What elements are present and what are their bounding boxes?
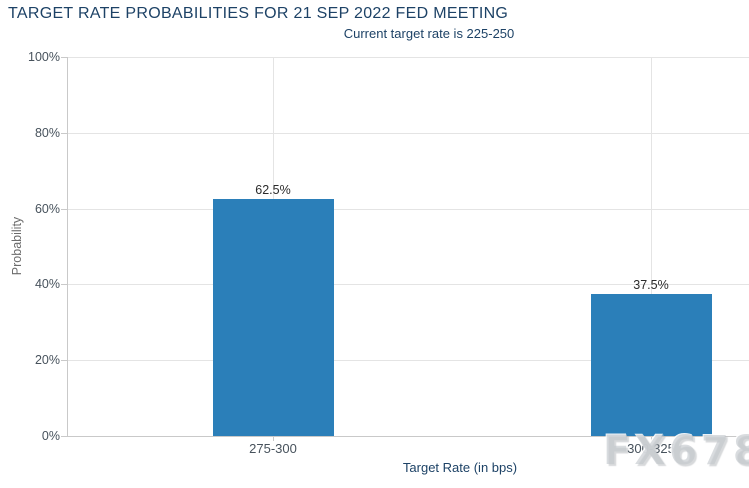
gridline-horizontal [67,57,749,58]
fx678-watermark: FX678 [603,428,749,474]
gridline-horizontal [67,208,749,210]
y-tick-label: 80% [34,125,60,140]
gridline-vertical [651,57,652,436]
y-tick-mark [61,57,67,58]
y-axis-line [67,57,68,437]
probability-bar[interactable] [212,199,334,436]
x-axis-baseline [67,436,749,437]
chart-subtitle: Current target rate is 225-250 [343,26,515,41]
y-tick-mark [61,284,67,286]
gridline-horizontal [67,132,749,134]
chart-title: TARGET RATE PROBABILITIES FOR 21 SEP 202… [8,5,509,22]
y-tick-mark [61,132,67,134]
y-tick-label: 0% [41,429,60,443]
y-tick-label: 20% [34,353,60,368]
y-tick-label: 40% [34,277,60,292]
x-tick-mark [273,436,274,441]
y-tick-label: 60% [34,201,60,216]
probability-bar[interactable] [590,293,712,436]
x-axis-title: Target Rate (in bps) [402,460,518,475]
gridline-horizontal [67,284,749,286]
x-tick-mark [651,436,652,441]
x-tick-label: 300-325 [627,441,675,456]
y-tick-mark [61,208,67,210]
bar-value-label: 37.5% [633,277,669,292]
gridline-horizontal [67,360,749,362]
y-tick-mark [61,360,67,362]
y-tick-mark [61,436,67,437]
bar-value-label: 62.5% [255,183,291,198]
y-tick-label: 100% [28,50,60,64]
x-tick-label: 275-300 [249,441,297,456]
